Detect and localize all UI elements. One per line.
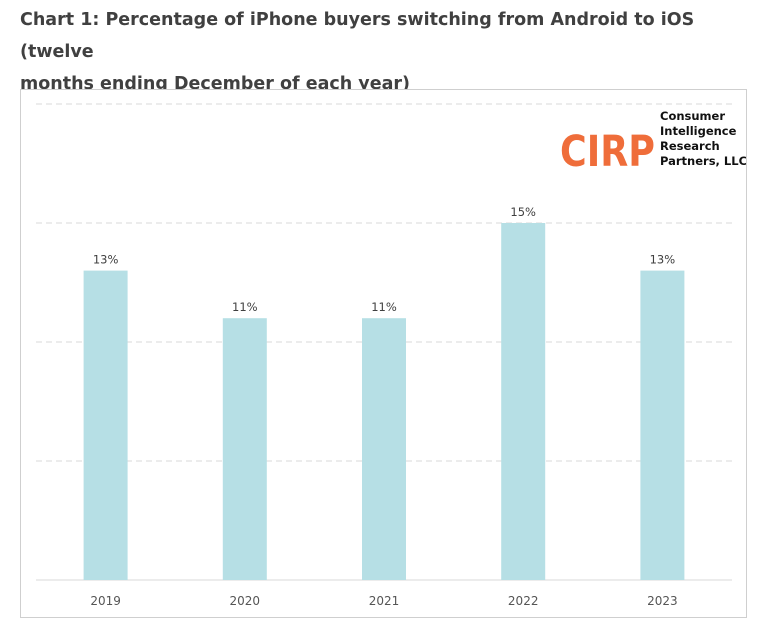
x-tick-2023: 2023 <box>647 594 678 608</box>
data-labels: 13% 11% 11% 15% 13% <box>93 205 675 314</box>
cirp-logo-mark: CIRP <box>560 127 655 177</box>
x-tick-2021: 2021 <box>369 594 400 608</box>
bar-2022 <box>501 223 546 580</box>
gridlines <box>36 103 732 462</box>
data-label-2021: 11% <box>371 300 397 314</box>
cirp-logo-line-3: Research <box>660 139 720 153</box>
bars <box>83 223 685 580</box>
bar-2019 <box>83 270 128 580</box>
chart-heading-line-1: Chart 1: Percentage of iPhone buyers swi… <box>20 10 695 62</box>
bar-chart: 13% 11% 11% 15% 13% 2019 2020 2021 2022 2023 CIR… <box>36 103 746 608</box>
x-tick-2022: 2022 <box>508 594 539 608</box>
chart-heading: Chart 1: Percentage of iPhone buyers swi… <box>20 4 740 100</box>
cirp-logo-line-2: Intelligence <box>660 124 737 138</box>
data-label-2020: 11% <box>232 300 258 314</box>
data-label-2019: 13% <box>93 253 119 267</box>
bar-2020 <box>222 318 267 580</box>
x-tick-2020: 2020 <box>230 594 261 608</box>
data-label-2023: 13% <box>650 253 676 267</box>
cirp-logo-line-4: Partners, LLC <box>660 154 746 168</box>
chart-frame: 13% 11% 11% 15% 13% 2019 2020 2021 2022 2023 CIR… <box>20 89 747 618</box>
bar-2023 <box>640 270 685 580</box>
data-label-2022: 15% <box>510 205 536 219</box>
x-tick-2019: 2019 <box>90 594 121 608</box>
cirp-logo: CIRP Consumer Intelligence Research Part… <box>560 109 746 177</box>
bar-2021 <box>362 318 406 580</box>
cirp-logo-line-1: Consumer <box>660 109 725 123</box>
x-tick-labels: 2019 2020 2021 2022 2023 <box>90 594 677 608</box>
